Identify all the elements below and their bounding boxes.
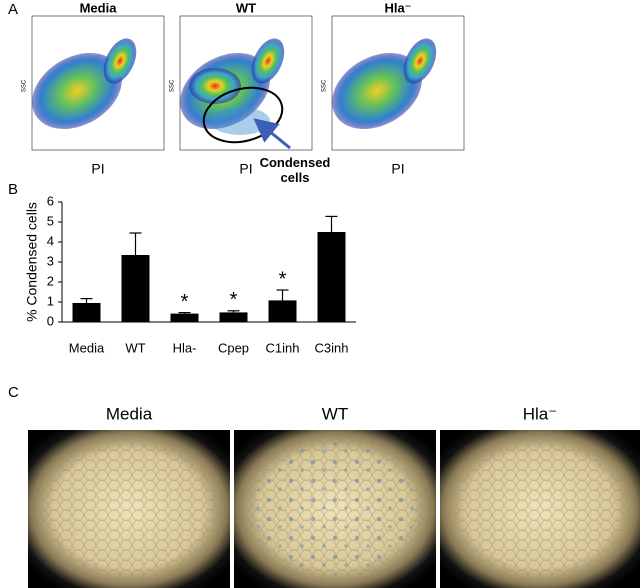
- panel-label: B: [8, 181, 18, 198]
- significance: *: [279, 268, 287, 290]
- panel-label: A: [8, 1, 18, 18]
- x-tick-label: Hla-: [173, 340, 197, 355]
- y-axis-label: SSC: [322, 79, 328, 92]
- y-tick-label: 2: [47, 273, 54, 288]
- bar: [170, 313, 199, 322]
- plot-title: Media: [80, 0, 118, 15]
- y-tick-label: 0: [47, 313, 54, 328]
- y-tick-label: 5: [47, 213, 54, 228]
- cell-cloud: [32, 53, 122, 129]
- y-tick-label: 6: [47, 193, 54, 208]
- x-tick-label: Media: [69, 340, 105, 355]
- significance: *: [181, 291, 189, 313]
- gate: [202, 86, 284, 144]
- x-tick-label: C1inh: [266, 340, 300, 355]
- annotation-line: Condensed: [260, 155, 331, 170]
- cell-cloud: [189, 68, 241, 104]
- x-axis-label: PI: [91, 161, 104, 177]
- image-title: WT: [322, 404, 348, 423]
- cell-cloud: [251, 38, 285, 84]
- x-tick-label: C3inh: [315, 340, 349, 355]
- bar: [317, 232, 346, 322]
- stained-cells: [254, 442, 416, 576]
- image-title: Hla⁻: [523, 404, 557, 423]
- cell-cloud: [332, 53, 422, 129]
- y-tick-label: 3: [47, 253, 54, 268]
- plot-title: WT: [236, 0, 256, 15]
- cell-layer: [40, 434, 218, 584]
- plot-title: Hla⁻: [384, 0, 411, 15]
- y-axis-label: SSC: [170, 79, 176, 92]
- cell-cloud: [403, 38, 437, 84]
- bar: [72, 303, 101, 322]
- panel-label: C: [8, 384, 19, 401]
- bar: [121, 255, 150, 322]
- annotation-line: cells: [281, 170, 310, 185]
- cell-layer: [452, 434, 628, 584]
- arrow: [253, 118, 291, 150]
- bar: [268, 300, 297, 322]
- cell-cloud: [210, 107, 270, 135]
- x-axis-label: PI: [391, 161, 404, 177]
- annotation: Condensed cells: [260, 155, 331, 185]
- bar: [219, 312, 248, 322]
- x-tick-label: WT: [125, 340, 145, 355]
- y-tick-label: 4: [47, 233, 54, 248]
- y-axis-label: SSC: [22, 79, 28, 92]
- cell-cloud: [103, 38, 137, 84]
- x-tick-label: Cpep: [218, 340, 249, 355]
- significance: *: [230, 289, 238, 311]
- image-title: Media: [106, 404, 153, 423]
- x-axis-label: PI: [239, 161, 252, 177]
- y-tick-label: 1: [47, 293, 54, 308]
- y-axis-label: % Condensed cells: [24, 202, 40, 322]
